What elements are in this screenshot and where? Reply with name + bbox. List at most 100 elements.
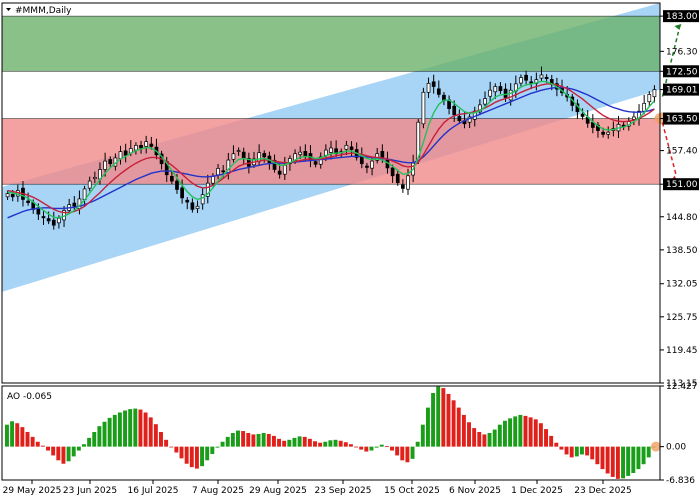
ao-bar <box>513 416 518 447</box>
ao-bar <box>641 446 646 465</box>
dropdown-triangle-icon[interactable] <box>6 8 11 11</box>
ao-bar <box>636 446 641 470</box>
candle-body-down <box>277 170 282 175</box>
ao-bar <box>467 422 471 447</box>
ao-bar <box>446 393 451 447</box>
ao-bar <box>138 409 143 447</box>
ao-bar <box>318 442 323 447</box>
y-tick-label: 138.50 <box>666 246 698 256</box>
candle-body-up <box>508 89 513 101</box>
target-zone <box>1 15 661 72</box>
ao-bar <box>472 428 477 447</box>
ao-bar <box>230 432 235 447</box>
candle-body-up <box>87 180 92 189</box>
y-tick-label: 151.00 <box>666 180 698 190</box>
candle-body-down <box>170 175 174 182</box>
ao-bar <box>205 446 210 461</box>
ao-signal-marker <box>650 441 661 452</box>
ao-bar <box>523 415 528 447</box>
x-tick-label: 15 Oct 2025 <box>384 486 440 496</box>
candle <box>421 87 426 129</box>
ao-bar <box>277 438 282 447</box>
ao-bar <box>390 446 394 451</box>
candle-body-down <box>262 153 267 158</box>
candle-body-up <box>478 104 482 113</box>
candle-body-up <box>236 150 241 152</box>
candle <box>205 174 210 204</box>
ao-bar <box>451 400 456 447</box>
candle-body-up <box>282 164 287 175</box>
candle-body-down <box>390 167 395 177</box>
ao-bar <box>482 434 487 447</box>
ao-bar <box>133 408 138 447</box>
candle <box>524 70 528 85</box>
candle-body-down <box>401 184 405 189</box>
ao-bar <box>51 446 56 456</box>
x-tick-label: 29 Aug 2025 <box>249 486 307 496</box>
ao-bar <box>184 446 189 464</box>
ao-bar <box>46 446 51 451</box>
candle-body-up <box>406 175 410 190</box>
ao-tick-label: 0.00 <box>666 443 686 453</box>
candle-body-up <box>642 102 647 112</box>
ao-bar <box>554 442 559 447</box>
ao-bar <box>441 388 446 447</box>
price-panel <box>1 3 682 292</box>
ma-mid-line <box>7 83 655 214</box>
candle-body-down <box>221 170 226 173</box>
candle-body-down <box>457 116 462 122</box>
ao-bar <box>20 427 25 447</box>
candle <box>632 111 636 126</box>
price-tag <box>663 83 699 96</box>
ao-tick-label: -6.836 <box>666 476 695 486</box>
ao-bar <box>153 424 158 447</box>
candle <box>190 198 195 213</box>
candle <box>180 179 184 204</box>
ao-bar <box>148 417 153 447</box>
ao-bar <box>189 446 194 468</box>
candle <box>87 176 92 192</box>
ao-bar <box>646 446 651 458</box>
ao-bar <box>40 445 45 447</box>
candle-body-down <box>26 200 30 203</box>
ao-bar <box>66 446 71 462</box>
ao-bar <box>518 414 523 447</box>
candle-body-down <box>431 81 436 87</box>
candle-body-down <box>139 144 143 149</box>
ao-bar <box>502 420 507 447</box>
ao-bar <box>87 437 92 447</box>
ao-bar <box>292 437 297 447</box>
x-tick-label: 1 Dec 2025 <box>511 486 563 496</box>
ao-bar <box>574 446 579 457</box>
ao-bar <box>282 440 287 447</box>
ao-bar <box>323 441 328 447</box>
candle <box>195 200 200 214</box>
ao-bar <box>533 419 538 447</box>
candle-body-down <box>46 218 51 222</box>
ma-fast-line <box>7 80 655 219</box>
candle <box>365 162 369 174</box>
ao-bar <box>338 440 343 447</box>
candle-body-up <box>519 77 523 84</box>
y-tick-label: 113.15 <box>666 379 698 389</box>
ao-bar <box>364 446 369 452</box>
ao-bar <box>497 424 502 447</box>
ao-bar <box>271 435 276 447</box>
candle-body-down <box>313 161 318 165</box>
candle <box>318 152 323 169</box>
candle <box>51 211 56 230</box>
candle-body-down <box>395 173 400 183</box>
price-tag <box>663 65 699 78</box>
candle <box>170 170 174 185</box>
ao-bar <box>302 436 307 447</box>
ao-bar <box>194 446 199 469</box>
candle-body-up <box>118 151 123 160</box>
ao-bar <box>374 446 379 448</box>
ao-bar <box>400 446 405 461</box>
y-tick-label: 132.05 <box>666 280 698 290</box>
ao-bar <box>559 446 564 450</box>
ao-bar <box>564 446 569 455</box>
candle-body-down <box>498 86 503 92</box>
candle <box>478 99 482 116</box>
